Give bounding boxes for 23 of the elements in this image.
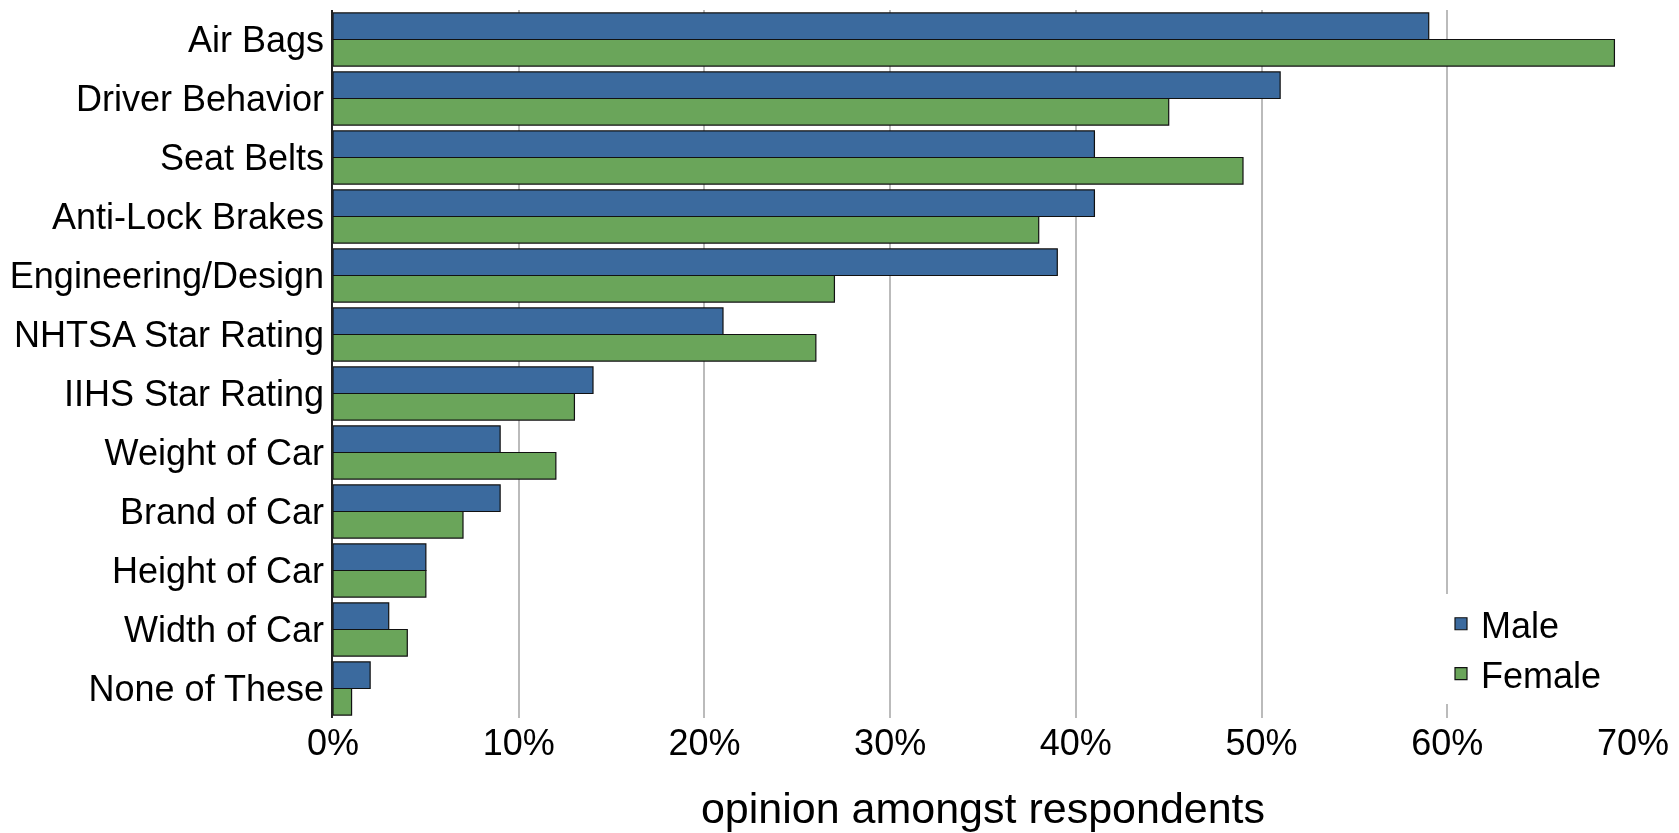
x-tick-label: 20% [668, 722, 741, 763]
x-tick-label: 0% [306, 722, 360, 763]
x-tick-label: 50% [1225, 722, 1298, 763]
y-tick-label: Brand of Car [119, 491, 325, 533]
legend-label: Female [1481, 654, 1602, 696]
x-tick-label: 30% [854, 722, 927, 763]
y-tick-label: IIHS Star Rating [63, 373, 325, 415]
y-tick-label: NHTSA Star Rating [13, 314, 325, 356]
y-tick-label: Air Bags [187, 19, 325, 61]
x-tick-label: 40% [1039, 722, 1112, 763]
y-tick-label: Weight of Car [104, 432, 325, 474]
y-tick-label: Engineering/Design [9, 255, 325, 297]
y-tick-label: Anti-Lock Brakes [51, 196, 325, 238]
y-tick-label: Height of Car [111, 550, 325, 592]
x-tick-label: 10% [482, 722, 555, 763]
legend-label: Male [1481, 604, 1560, 646]
x-tick-label: 70% [1596, 722, 1670, 763]
x-tick-label: 60% [1411, 722, 1484, 763]
y-tick-label: Width of Car [123, 609, 325, 651]
x-axis-title: opinion amongst respondents [700, 783, 1266, 832]
y-tick-label: Driver Behavior [75, 78, 325, 120]
y-tick-label: None of These [88, 668, 325, 710]
y-tick-label: Seat Belts [159, 137, 325, 179]
